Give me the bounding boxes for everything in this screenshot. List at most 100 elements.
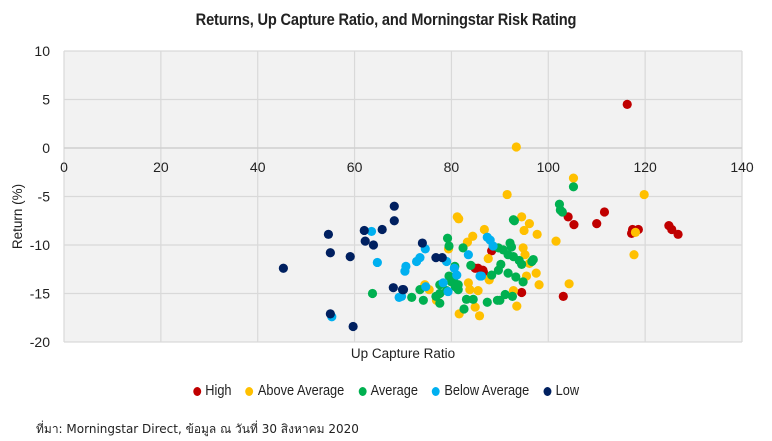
legend-item-high[interactable]: High	[192, 383, 232, 399]
data-point	[459, 304, 469, 314]
data-point	[372, 257, 382, 268]
legend: High Above Average Average Below Average…	[46, 383, 725, 399]
data-point	[421, 282, 431, 292]
data-point	[479, 224, 489, 235]
legend-label: Below Average	[444, 383, 530, 399]
data-point	[592, 219, 602, 229]
legend-item-above-average[interactable]: Above Average	[245, 383, 345, 399]
data-point	[569, 220, 579, 230]
data-point	[524, 219, 534, 229]
data-point	[417, 238, 427, 248]
x-tick-label: 140	[730, 159, 754, 175]
legend-marker-above-average	[245, 386, 254, 396]
data-point	[450, 282, 460, 292]
data-point	[502, 189, 512, 200]
legend-label: High	[205, 383, 232, 399]
legend-marker-below-average	[432, 386, 440, 396]
data-point	[468, 231, 478, 241]
data-point	[348, 321, 358, 332]
data-point	[359, 225, 369, 236]
data-point	[639, 189, 649, 200]
data-point	[461, 294, 472, 304]
data-point	[431, 253, 441, 263]
legend-marker-high	[192, 386, 201, 396]
data-point	[325, 248, 335, 258]
x-tick-label: 20	[153, 159, 169, 175]
data-point	[488, 241, 498, 251]
data-point	[517, 287, 527, 298]
data-point	[511, 272, 521, 282]
data-point	[444, 241, 454, 251]
y-tick-labels: 10 5 0 -5 -10 -15 -20	[30, 43, 50, 350]
y-tick-label: 10	[34, 43, 50, 59]
legend-label: Above Average	[257, 383, 345, 399]
data-point	[473, 285, 483, 296]
data-point	[532, 229, 542, 239]
legend-marker-low	[543, 386, 552, 396]
x-tick-label: 0	[60, 159, 68, 175]
data-point	[438, 278, 448, 288]
legend-item-average[interactable]: Average	[358, 383, 418, 399]
y-tick-label: 5	[42, 92, 50, 108]
data-point	[518, 277, 528, 287]
y-axis-label: Return (%)	[10, 184, 25, 249]
data-point	[415, 253, 425, 263]
data-point	[511, 142, 521, 152]
data-point	[368, 240, 379, 250]
data-point	[366, 226, 377, 237]
data-point	[568, 182, 579, 192]
data-point	[517, 212, 527, 222]
data-point	[388, 283, 398, 293]
data-point	[325, 309, 335, 319]
series-average	[367, 182, 579, 314]
x-tick-label: 60	[347, 159, 363, 175]
data-point	[551, 236, 561, 246]
data-point	[443, 286, 453, 297]
data-point	[517, 259, 527, 269]
data-point	[500, 289, 510, 300]
y-tick-label: -5	[38, 189, 51, 205]
data-point	[503, 268, 513, 278]
data-point	[360, 236, 370, 246]
data-point	[278, 263, 288, 273]
data-point	[508, 215, 519, 225]
x-tick-label: 40	[250, 159, 266, 175]
y-tick-label: -15	[30, 286, 50, 302]
data-point	[528, 254, 538, 265]
x-tick-label: 120	[633, 159, 657, 175]
data-point	[463, 250, 473, 260]
data-point	[493, 265, 504, 275]
data-point	[520, 250, 530, 260]
data-point	[470, 302, 480, 312]
legend-item-below-average[interactable]: Below Average	[432, 383, 529, 399]
data-point	[435, 298, 445, 308]
legend-label: Low	[555, 383, 580, 399]
x-tick-label: 80	[444, 159, 460, 175]
data-point	[444, 271, 454, 281]
data-point	[437, 253, 447, 263]
data-point	[465, 285, 475, 295]
data-point	[418, 295, 428, 305]
data-point	[507, 291, 518, 302]
source-note: ที่มา: Morningstar Direct, ข้อมูล ณ วันท…	[36, 422, 359, 436]
data-point	[377, 224, 387, 235]
data-point	[482, 297, 492, 307]
data-point	[407, 292, 417, 302]
data-point	[667, 224, 677, 235]
data-point	[512, 301, 522, 311]
data-point	[345, 252, 355, 262]
x-tick-labels: 0 20 40 60 80 100 120 140	[60, 159, 754, 175]
data-point	[534, 280, 544, 290]
data-point	[673, 229, 683, 239]
legend-item-low[interactable]: Low	[543, 383, 579, 399]
chart-title: Returns, Up Capture Ratio, and Morningst…	[195, 10, 577, 29]
data-point	[466, 260, 476, 270]
data-point	[458, 243, 468, 253]
data-point	[558, 291, 568, 302]
legend-marker-average	[358, 386, 367, 396]
data-point	[454, 214, 464, 224]
data-point	[557, 207, 567, 217]
data-point	[442, 233, 453, 243]
data-point	[389, 201, 399, 211]
data-point	[323, 229, 334, 239]
